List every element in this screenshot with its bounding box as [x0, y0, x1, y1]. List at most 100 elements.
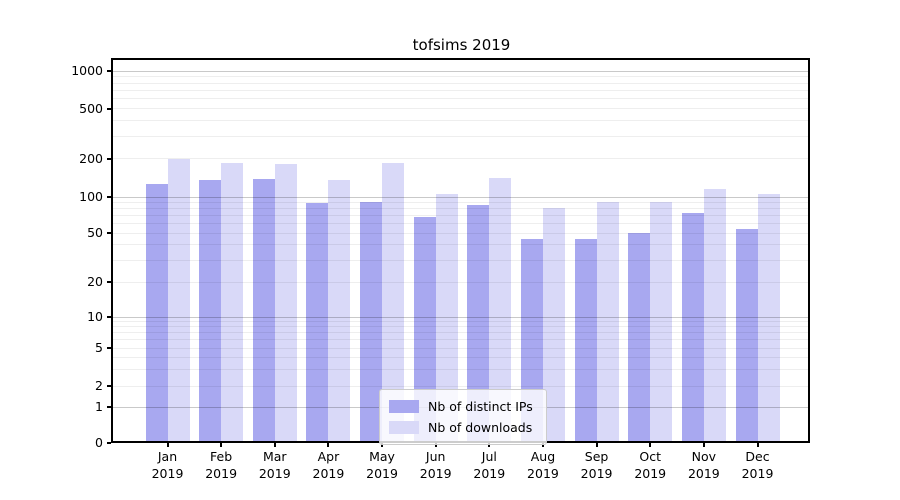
- gridline-minor-40: [113, 244, 810, 246]
- x-tick-mark-jul: [488, 443, 491, 447]
- gridline-minor-4: [113, 356, 810, 358]
- bar-nb-of-downloads-jan: [167, 159, 190, 443]
- x-tick-label-jun: Jun 2019: [419, 449, 452, 481]
- bar-nb-of-distinct-ips-jan: [145, 183, 168, 443]
- gridline-major-1000: [113, 70, 810, 72]
- x-tick-label-apr: Apr 2019: [312, 449, 345, 481]
- x-tick-mark-feb: [220, 443, 223, 447]
- y-tick-mark-5: [107, 347, 111, 349]
- bar-nb-of-downloads-mar: [274, 164, 297, 443]
- gridline-minor-9: [113, 321, 810, 323]
- gridline-minor-2: [113, 385, 810, 387]
- bar-nb-of-distinct-ips-may: [360, 201, 383, 443]
- y-tick-mark-20: [107, 281, 111, 283]
- y-tick-label-2: 2: [95, 378, 103, 393]
- bar-nb-of-distinct-ips-apr: [306, 203, 329, 443]
- gridline-minor-700: [113, 89, 810, 91]
- y-tick-mark-2: [107, 385, 111, 387]
- y-tick-mark-10: [107, 316, 111, 318]
- y-tick-mark-500: [107, 107, 111, 110]
- bar-nb-of-downloads-feb: [221, 162, 244, 443]
- bar-nb-of-distinct-ips-feb: [199, 179, 222, 443]
- legend-label-distinct-ips: Nb of distinct IPs: [428, 398, 533, 414]
- x-tick-mark-mar: [273, 443, 276, 447]
- gridline-minor-200: [113, 158, 810, 159]
- bar-nb-of-distinct-ips-dec: [735, 229, 758, 443]
- bar-nb-of-downloads-apr: [328, 180, 351, 443]
- y-tick-label-20: 20: [87, 274, 103, 289]
- x-tick-mark-nov: [702, 443, 705, 447]
- bar-nb-of-downloads-jul: [489, 177, 512, 443]
- x-tick-label-nov: Nov 2019: [687, 449, 720, 481]
- gridline-minor-90: [113, 201, 810, 203]
- y-tick-mark-200: [107, 157, 111, 160]
- bar-nb-of-downloads-may: [382, 162, 405, 443]
- gridline-minor-60: [113, 223, 810, 225]
- x-tick-mark-apr: [327, 443, 330, 447]
- y-tick-label-0: 0: [95, 435, 103, 450]
- bar-nb-of-distinct-ips-mar: [252, 178, 275, 443]
- gridline-minor-7: [113, 332, 810, 334]
- x-tick-label-jul: Jul 2019: [473, 449, 506, 481]
- legend: Nb of distinct IPs Nb of downloads: [379, 389, 547, 445]
- legend-row-downloads: Nb of downloads: [389, 417, 537, 438]
- y-tick-label-1000: 1000: [71, 63, 103, 78]
- gridline-minor-6: [113, 339, 810, 341]
- y-tick-mark-100: [107, 196, 111, 198]
- legend-swatch-downloads: [389, 421, 419, 434]
- x-tick-mark-sep: [595, 443, 598, 447]
- x-tick-label-feb: Feb 2019: [205, 449, 238, 481]
- y-tick-mark-50: [107, 232, 111, 234]
- bar-nb-of-downloads-oct: [650, 201, 673, 443]
- y-tick-mark-1000: [107, 70, 111, 72]
- legend-label-downloads: Nb of downloads: [428, 419, 533, 435]
- x-tick-mark-jan: [166, 443, 169, 447]
- x-tick-label-aug: Aug 2019: [527, 449, 559, 481]
- gridline-minor-900: [113, 76, 810, 78]
- gridline-minor-50: [113, 232, 810, 234]
- x-tick-mark-may: [381, 443, 384, 447]
- gridline-minor-500: [113, 108, 810, 109]
- bar-nb-of-downloads-jun: [435, 193, 458, 443]
- x-tick-mark-aug: [541, 443, 544, 447]
- gridline-minor-20: [113, 281, 810, 283]
- bar-nb-of-downloads-aug: [542, 207, 565, 443]
- y-tick-label-50: 50: [87, 225, 103, 240]
- bar-nb-of-distinct-ips-oct: [628, 233, 651, 443]
- x-tick-label-sep: Sep 2019: [580, 449, 613, 481]
- chart-title: tofsims 2019: [412, 36, 511, 54]
- bar-nb-of-downloads-sep: [596, 201, 619, 443]
- gridline-minor-30: [113, 259, 810, 261]
- legend-row-distinct-ips: Nb of distinct IPs: [389, 396, 537, 417]
- y-tick-mark-0: [107, 442, 111, 444]
- gridline-major-100: [113, 196, 810, 198]
- legend-swatch-distinct-ips: [389, 400, 419, 413]
- x-tick-label-jan: Jan 2019: [151, 449, 184, 481]
- gridline-major-10: [113, 316, 810, 318]
- gridline-minor-3: [113, 368, 810, 370]
- x-tick-label-dec: Dec 2019: [741, 449, 774, 481]
- bar-nb-of-distinct-ips-sep: [574, 238, 597, 443]
- gridline-minor-80: [113, 208, 810, 210]
- y-tick-label-5: 5: [95, 340, 103, 355]
- y-tick-mark-1: [107, 406, 111, 408]
- y-tick-label-1: 1: [95, 399, 103, 414]
- y-tick-label-200: 200: [79, 150, 103, 166]
- gridline-minor-300: [113, 135, 810, 137]
- x-tick-mark-jun: [434, 443, 437, 447]
- bar-nb-of-downloads-dec: [757, 194, 780, 443]
- gridline-minor-600: [113, 98, 810, 100]
- gridline-minor-400: [113, 120, 810, 122]
- y-tick-label-100: 100: [79, 189, 103, 204]
- gridline-minor-8: [113, 326, 810, 328]
- x-tick-label-oct: Oct 2019: [634, 449, 667, 481]
- bar-nb-of-downloads-nov: [703, 189, 726, 443]
- x-tick-label-may: May 2019: [366, 449, 398, 481]
- x-tick-label-mar: Mar 2019: [258, 449, 291, 481]
- x-tick-mark-dec: [756, 443, 759, 447]
- gridline-minor-70: [113, 215, 810, 217]
- bar-nb-of-distinct-ips-jul: [467, 205, 490, 443]
- gridline-minor-800: [113, 82, 810, 84]
